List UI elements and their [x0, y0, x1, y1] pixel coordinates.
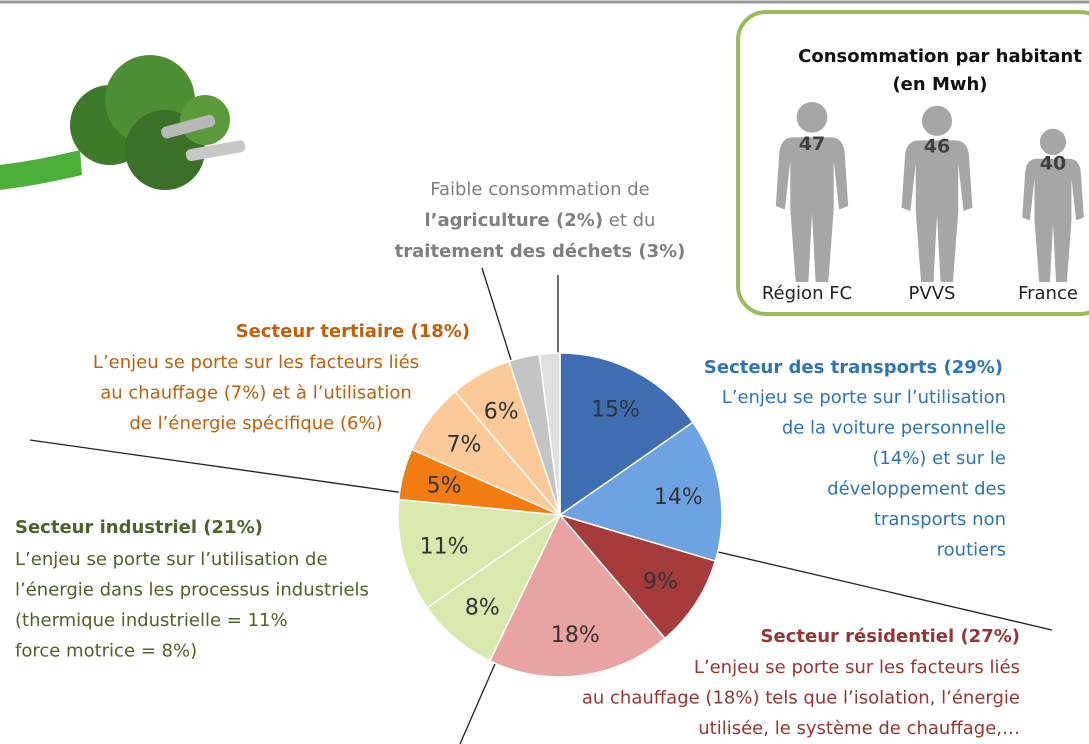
- slice-label: 8%: [465, 595, 500, 620]
- pie: 15% 14% 9% 18% 8% 11% 5% 7%6%: [397, 352, 723, 678]
- annotation-title: Secteur tertiaire (18%): [236, 321, 470, 342]
- person-figure: [775, 101, 849, 282]
- annotation-line: L’enjeu se porte sur l’utilisation: [722, 387, 1006, 408]
- annotations: Faible consommation de l’agriculture (2%)…: [15, 179, 1020, 739]
- plug-illustration: [0, 55, 246, 190]
- annotation-line: force motrice = 8%): [15, 641, 197, 662]
- annotation-line: l’énergie dans les processus industriels: [15, 580, 369, 601]
- annotation-title: Secteur résidentiel (27%): [761, 626, 1020, 647]
- person-body: [901, 140, 973, 282]
- pie-slice: [488, 513, 667, 678]
- pie-slice: [559, 352, 694, 517]
- slice-label: 5%: [427, 474, 462, 499]
- person-head: [796, 101, 828, 133]
- slice-label: 6%: [484, 400, 519, 425]
- person-figure: [901, 105, 973, 282]
- annotation-line: (14%) et sur le: [872, 448, 1006, 469]
- annotation-run: Faible consommation de: [430, 179, 649, 200]
- annotation-line: L’enjeu se porte sur les facteurs liés: [93, 352, 419, 373]
- annotation-line: routiers: [937, 540, 1006, 561]
- annotation-line: au chauffage (18%) tels que l’isolation,…: [582, 688, 1020, 709]
- annotation-run: traitement des déchets (3%): [395, 241, 686, 262]
- annotation-line: Faible consommation de: [430, 179, 649, 200]
- person-value: 46: [924, 136, 950, 158]
- person-figure: [1022, 128, 1084, 282]
- slice-label: 15%: [591, 398, 640, 423]
- person-label: PVVS: [909, 283, 956, 304]
- annotation-line: traitement des déchets (3%): [395, 241, 686, 262]
- annotation-run: et du: [603, 210, 655, 231]
- annotation-title: Secteur des transports (29%): [704, 357, 1003, 378]
- annotation-line: au chauffage (7%) et à l’utilisation: [100, 383, 412, 404]
- annotation-line: L’enjeu se porte sur l’utilisation de: [15, 549, 328, 570]
- annotation-line: utilisée, le système de chauffage,…: [698, 718, 1020, 739]
- annotation-run: l’agriculture (2%): [425, 210, 604, 231]
- annotation-line: (thermique industrielle = 11%: [15, 610, 288, 631]
- person-body: [775, 137, 849, 282]
- pie-slice: [397, 498, 563, 609]
- person-label: Région FC: [762, 283, 852, 304]
- slice-label: 14%: [654, 485, 703, 510]
- annotation-line: développement des: [827, 479, 1006, 500]
- inset-subtitle: (en Mwh): [892, 74, 987, 95]
- person-head: [1039, 128, 1067, 155]
- slice-label: 7%: [446, 432, 481, 457]
- inset-title: Consommation par habitant: [798, 46, 1082, 67]
- annotation-line: de la voiture personnelle: [782, 418, 1006, 439]
- slice-label: 18%: [551, 623, 600, 648]
- annotation-title: Secteur industriel (21%): [15, 517, 263, 538]
- person-value: 47: [799, 133, 825, 155]
- annotation-line: de l’énergie spécifique (6%): [129, 413, 382, 434]
- annotation-line: L’enjeu se porte sur les facteurs liés: [694, 657, 1020, 678]
- annotation-line: l’agriculture (2%) et du: [425, 210, 656, 231]
- slice-label: 11%: [420, 534, 469, 559]
- pictograph: Consommation par habitant (en Mwh) 47 Régio…: [762, 46, 1084, 304]
- person-value: 40: [1040, 153, 1066, 175]
- pie-slice: [538, 352, 561, 516]
- annotation-line: transports non: [874, 509, 1006, 530]
- person-label: France: [1018, 283, 1078, 304]
- slice-label: 9%: [643, 569, 678, 594]
- person-body: [1022, 158, 1084, 282]
- pie-slice: [557, 513, 717, 640]
- person-head: [921, 105, 953, 136]
